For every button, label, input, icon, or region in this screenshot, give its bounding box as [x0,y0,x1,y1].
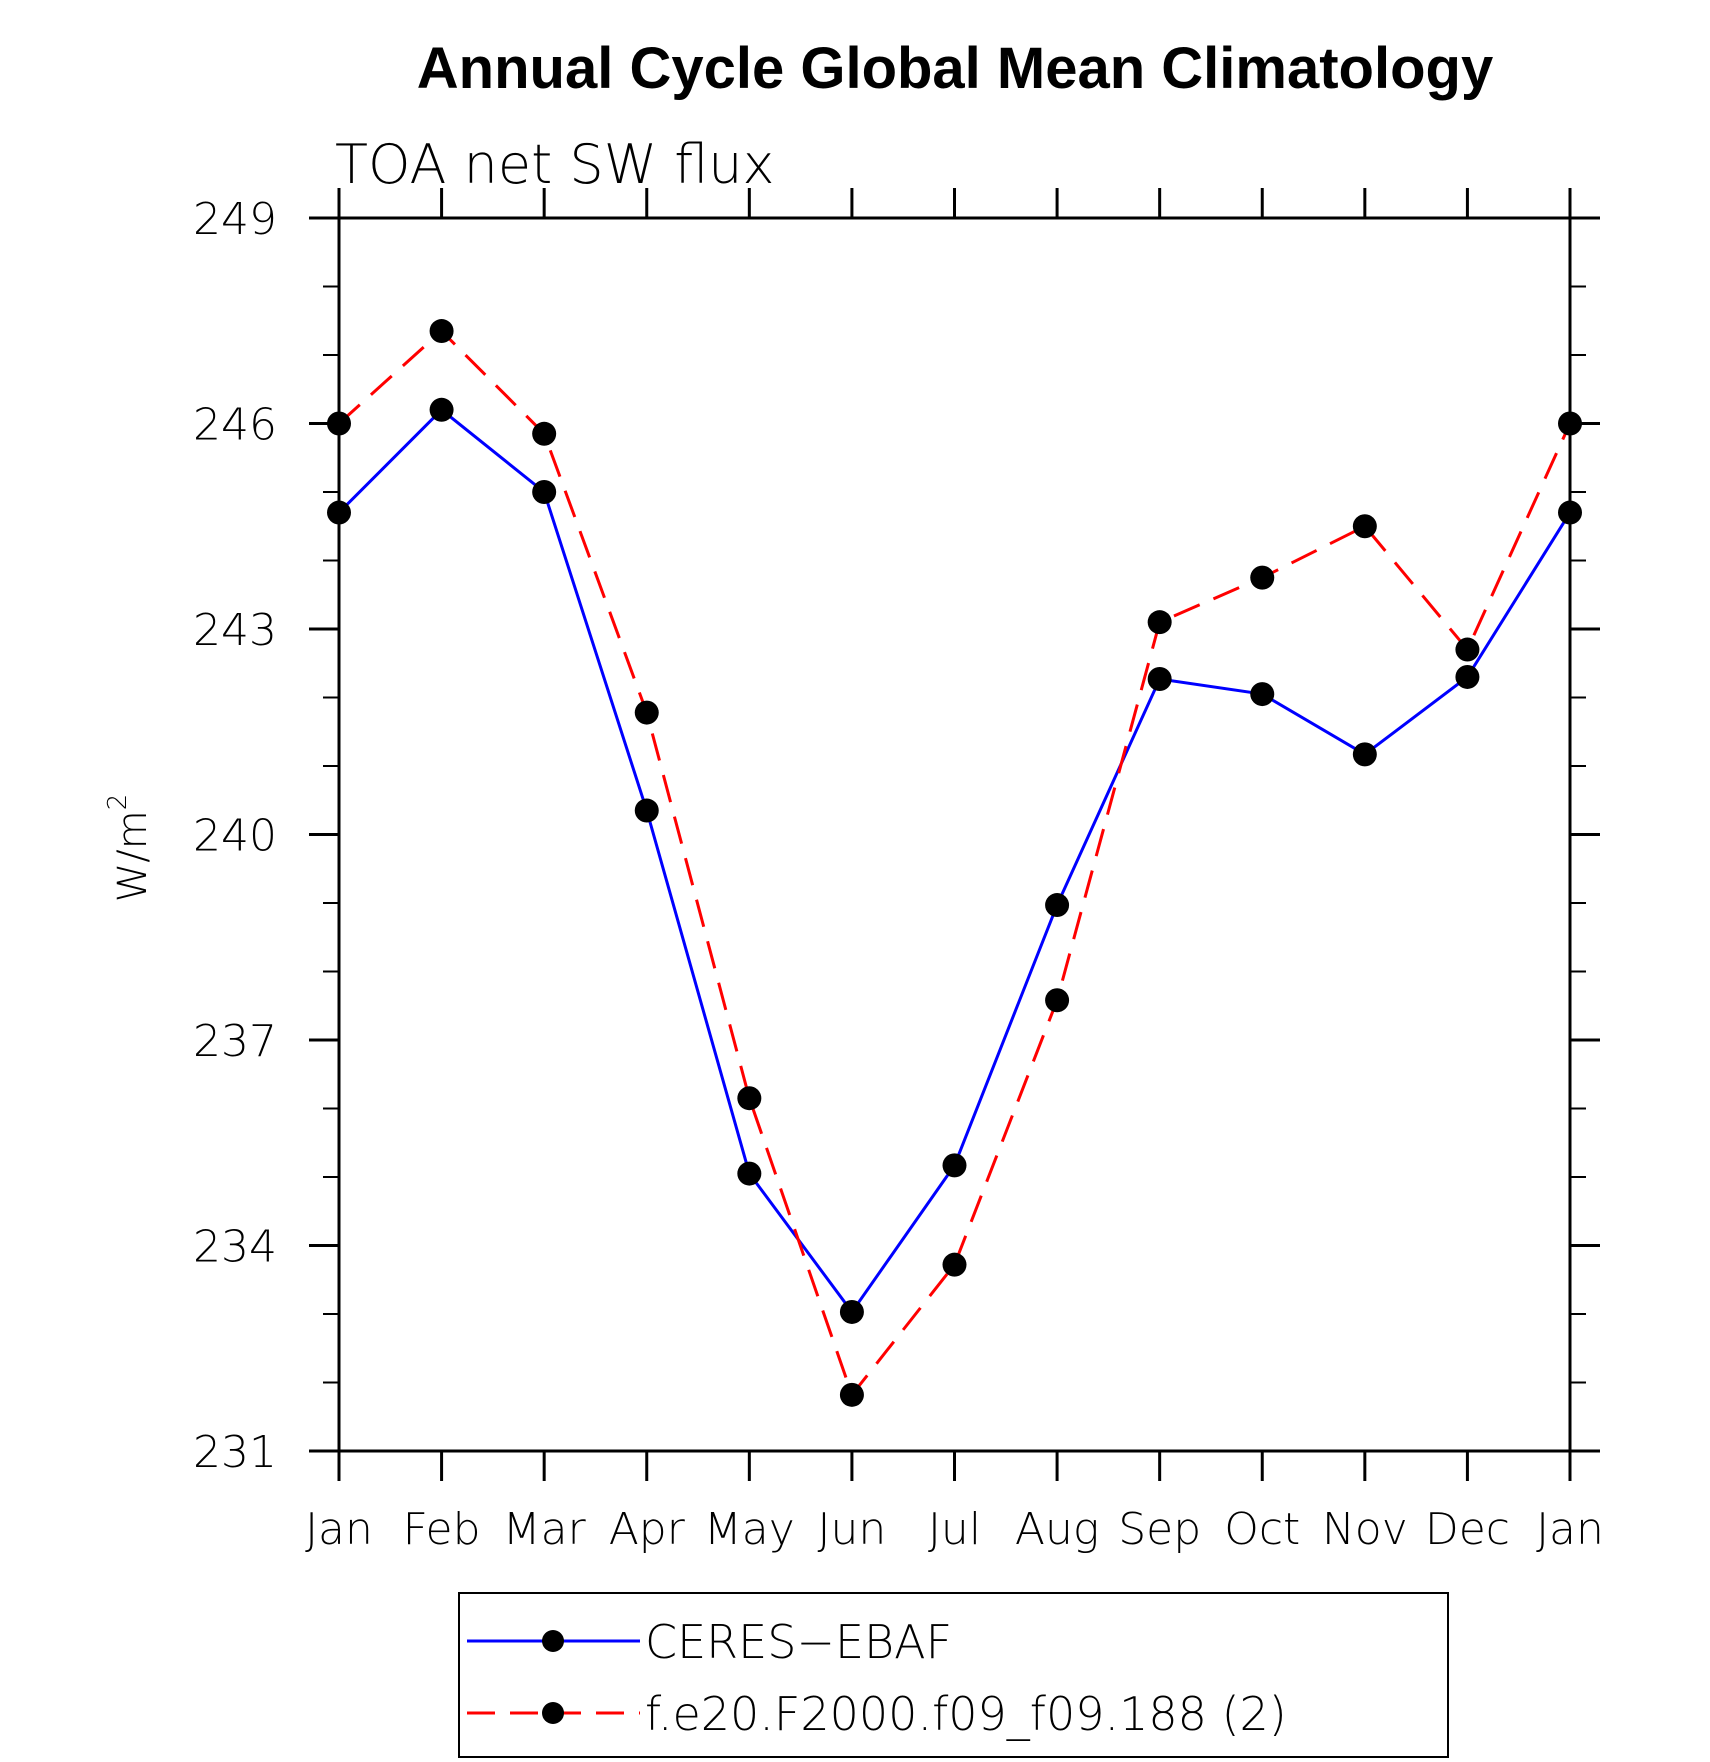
x-tick-label: Dec [1425,1504,1510,1555]
legend-box [458,1592,1449,1758]
y-tick-label: 249 [193,194,277,245]
x-tick-label: Mar [503,1504,587,1555]
x-tick-label: Jul [928,1504,981,1555]
plot-frame [337,216,1572,1453]
y-tick-label: 246 [193,400,277,451]
x-tick-label: Sep [1118,1504,1201,1555]
series-1-point [327,500,351,525]
x-tick-label: Oct [1224,1504,1300,1555]
series-2-point [634,700,659,725]
chart-title: Annual Cycle Global Mean Climatology [417,36,1493,101]
series-2-point [429,319,454,344]
series-2-point [1250,565,1275,590]
x-tick-labels: Jan Feb Mar Apr May Jun Jul Aug Sep Oct Nov Dec Jan [305,1504,1604,1555]
legend-marker-2 [542,1702,564,1724]
x-tick-label: Jan [305,1504,373,1555]
series-2-point [532,421,557,446]
legend: CERES−EBAF f.e20.F2000.f09_f09.188 (2) [458,1592,1449,1758]
series-1-point [532,480,557,504]
series-1-point [737,1161,762,1186]
series-2-point [839,1382,864,1407]
legend-label-2: f.e20.F2000.f09_f09.188 (2) [645,1687,1287,1741]
series-line-2 [337,328,1572,1398]
series-2-point [1045,988,1070,1013]
x-tick-label: Jun [818,1504,887,1555]
series-layer [327,319,1582,1407]
series-2-point [327,411,351,436]
series-2-point [942,1252,967,1277]
y-tick-label: 243 [193,605,277,656]
series-1-point [839,1299,864,1324]
chart-subtitle: TOA net SW flux [335,133,774,196]
series-2-point [1352,514,1377,539]
y-tick-label: 237 [193,1016,277,1067]
series-1-point [1558,500,1582,525]
legend-label-1: CERES−EBAF [645,1615,952,1669]
y-tick-label: 234 [193,1222,277,1273]
series-1-point [429,397,454,422]
series-1-point [1147,667,1172,692]
series-1-point [1455,664,1480,689]
legend-marker-1 [542,1630,564,1652]
x-tick-label: May [704,1504,795,1555]
axis-ticks [309,188,1600,1481]
x-tick-label: Aug [1015,1504,1099,1555]
y-tick-label: 240 [193,811,277,862]
x-tick-label: Feb [403,1504,481,1555]
y-axis-label-text: W/m [110,810,156,902]
x-tick-label: Apr [609,1504,686,1555]
series-2-point [737,1086,762,1111]
x-tick-label: Nov [1322,1504,1408,1555]
series-1-point [634,798,659,823]
series-2-point [1455,637,1480,662]
y-axis-label-superscript: 2 [103,794,133,811]
series-2-point [1558,411,1582,436]
y-tick-label: 231 [193,1427,277,1478]
y-tick-labels: 249 246 243 240 237 234 231 [193,194,277,1478]
series-1-point [1352,742,1377,767]
series-2-point [1147,610,1172,635]
series-1-point [1045,893,1070,918]
series-1-point [942,1153,967,1178]
series-1-point [1250,682,1275,707]
y-axis-label: W/m2 [103,794,156,903]
x-tick-label: Jan [1536,1504,1604,1555]
